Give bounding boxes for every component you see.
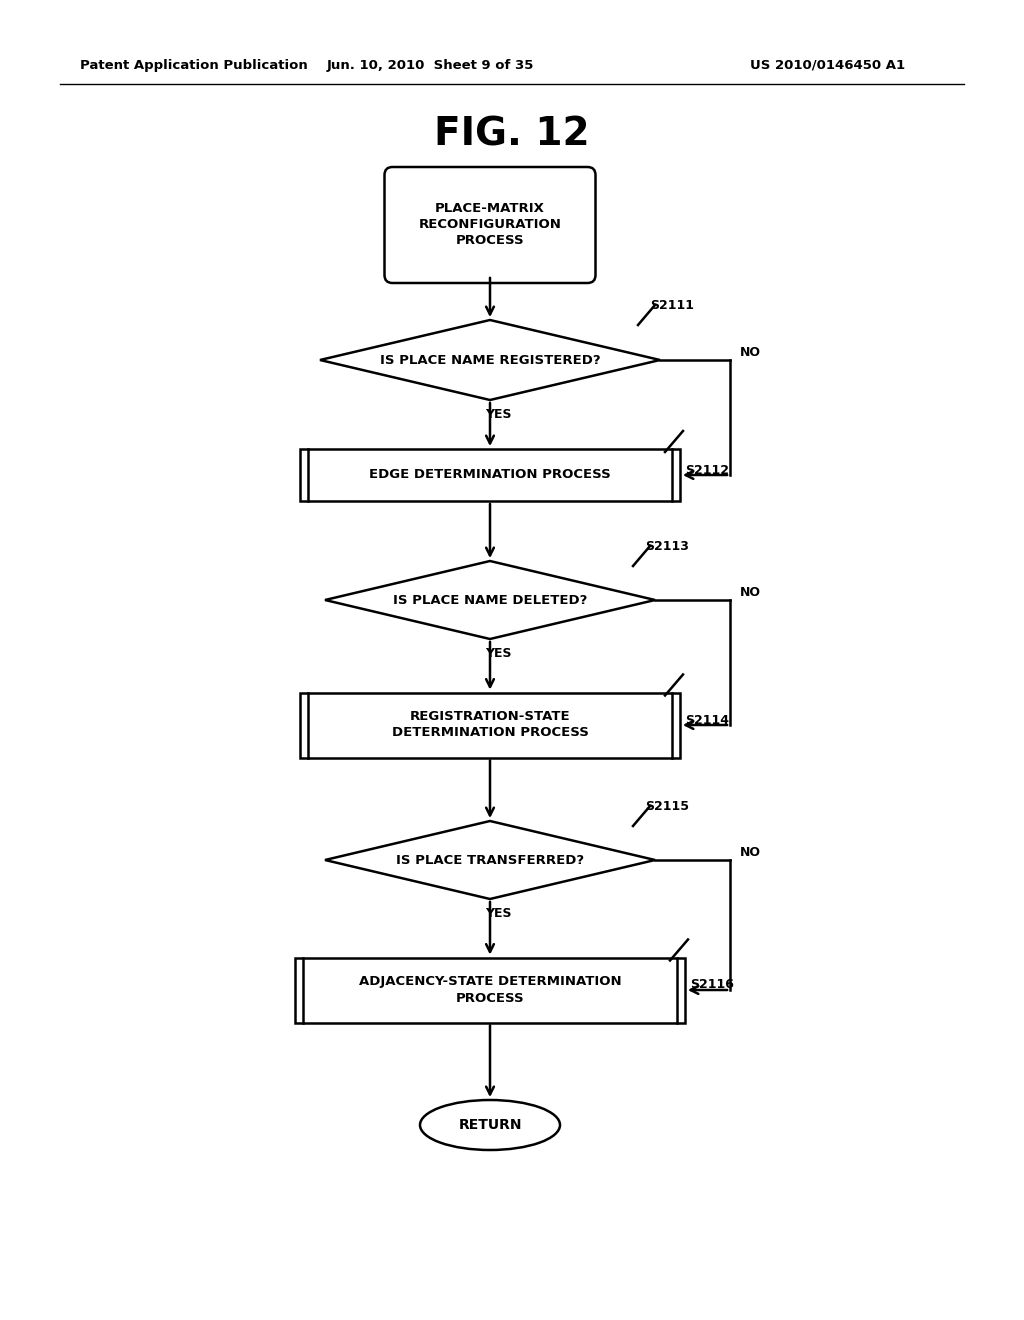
- Text: ADJACENCY-STATE DETERMINATION
PROCESS: ADJACENCY-STATE DETERMINATION PROCESS: [358, 975, 622, 1005]
- Text: EDGE DETERMINATION PROCESS: EDGE DETERMINATION PROCESS: [369, 469, 611, 482]
- FancyBboxPatch shape: [384, 168, 596, 282]
- Text: S2113: S2113: [645, 540, 689, 553]
- Polygon shape: [319, 319, 660, 400]
- Polygon shape: [325, 561, 655, 639]
- Text: NO: NO: [740, 586, 761, 598]
- Ellipse shape: [420, 1100, 560, 1150]
- Text: S2114: S2114: [685, 714, 729, 726]
- Text: IS PLACE TRANSFERRED?: IS PLACE TRANSFERRED?: [396, 854, 584, 866]
- Text: RETURN: RETURN: [459, 1118, 522, 1133]
- Bar: [300, 449, 680, 502]
- Text: S2115: S2115: [645, 800, 689, 813]
- Text: Jun. 10, 2010  Sheet 9 of 35: Jun. 10, 2010 Sheet 9 of 35: [327, 58, 534, 71]
- Text: YES: YES: [484, 647, 511, 660]
- Bar: [300, 693, 680, 758]
- Text: NO: NO: [740, 846, 761, 858]
- Bar: [295, 957, 685, 1023]
- Text: REGISTRATION-STATE
DETERMINATION PROCESS: REGISTRATION-STATE DETERMINATION PROCESS: [391, 710, 589, 739]
- Text: YES: YES: [484, 907, 511, 920]
- Text: Patent Application Publication: Patent Application Publication: [80, 58, 308, 71]
- Text: PLACE-MATRIX
RECONFIGURATION
PROCESS: PLACE-MATRIX RECONFIGURATION PROCESS: [419, 202, 561, 248]
- Text: YES: YES: [484, 408, 511, 421]
- Text: S2116: S2116: [690, 978, 734, 991]
- Text: S2112: S2112: [685, 463, 729, 477]
- Text: FIG. 12: FIG. 12: [434, 116, 590, 154]
- Polygon shape: [325, 821, 655, 899]
- Text: IS PLACE NAME DELETED?: IS PLACE NAME DELETED?: [393, 594, 587, 606]
- Text: US 2010/0146450 A1: US 2010/0146450 A1: [750, 58, 905, 71]
- Text: IS PLACE NAME REGISTERED?: IS PLACE NAME REGISTERED?: [380, 354, 600, 367]
- Text: NO: NO: [740, 346, 761, 359]
- Text: S2111: S2111: [650, 300, 694, 312]
